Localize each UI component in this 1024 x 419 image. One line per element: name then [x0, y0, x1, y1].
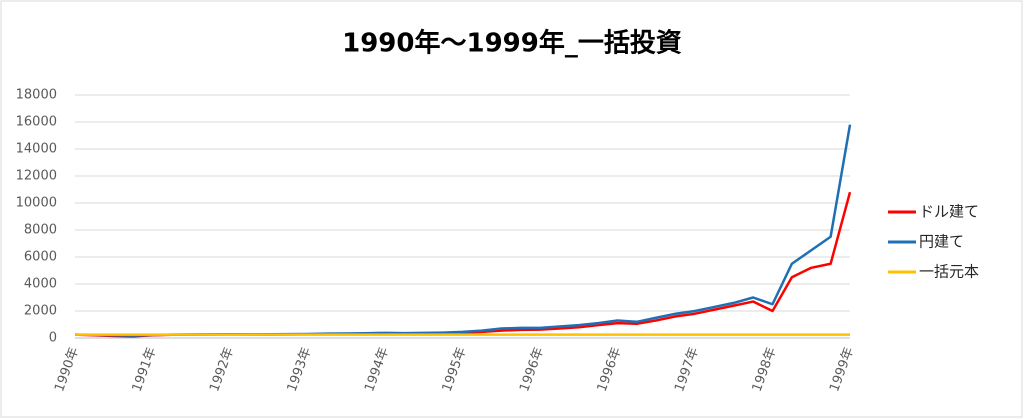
- y-tick-label: 12000: [16, 169, 57, 184]
- y-tick-label: 6000: [24, 250, 57, 265]
- y-tick-label: 2000: [24, 304, 57, 319]
- y-tick-label: 0: [49, 331, 57, 346]
- legend-label: 一括元本: [919, 263, 979, 281]
- legend-label: ドル建て: [919, 203, 979, 221]
- y-tick-label: 16000: [16, 115, 57, 130]
- y-tick-label: 10000: [16, 196, 57, 211]
- chart-title: 1990年〜1999年_一括投資: [342, 28, 682, 59]
- y-tick-label: 8000: [24, 223, 57, 238]
- y-tick-label: 4000: [24, 277, 57, 292]
- legend-label: 円建て: [919, 233, 964, 251]
- y-tick-label: 18000: [16, 88, 57, 103]
- y-tick-label: 14000: [16, 142, 57, 157]
